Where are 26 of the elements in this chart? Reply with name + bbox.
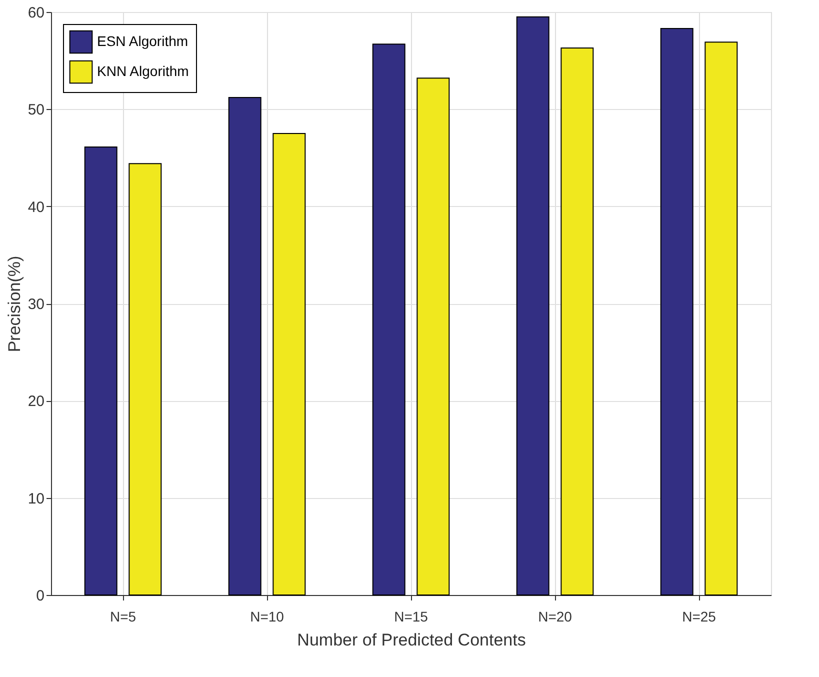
legend-label: ESN Algorithm: [97, 33, 188, 49]
x-tick-label: N=15: [394, 608, 428, 624]
legend-label: KNN Algorithm: [97, 63, 189, 79]
x-tick-label: N=5: [110, 608, 136, 624]
bar: [660, 28, 694, 596]
bar: [560, 47, 594, 596]
x-tick-label: N=25: [682, 608, 716, 624]
bar: [272, 132, 306, 596]
y-tick-label: 60: [28, 4, 44, 22]
x-axis-title: Number of Predicted Contents: [297, 630, 526, 650]
y-tick-label: 30: [28, 296, 44, 313]
y-axis-title: Precision(%): [4, 256, 24, 352]
bar: [516, 16, 550, 596]
bar: [84, 146, 118, 596]
bar: [372, 44, 406, 596]
bar: [704, 42, 738, 596]
y-tick-label: 50: [28, 102, 44, 119]
y-tick-label: 40: [28, 198, 44, 216]
bar: [228, 97, 262, 596]
x-tick-label: N=10: [250, 608, 284, 624]
bar: [128, 163, 162, 596]
x-tick-label: N=20: [538, 608, 572, 624]
y-tick-label: 0: [36, 588, 44, 604]
bar: [416, 78, 450, 596]
y-tick-label: 20: [28, 393, 44, 410]
y-tick-label: 10: [28, 490, 44, 508]
